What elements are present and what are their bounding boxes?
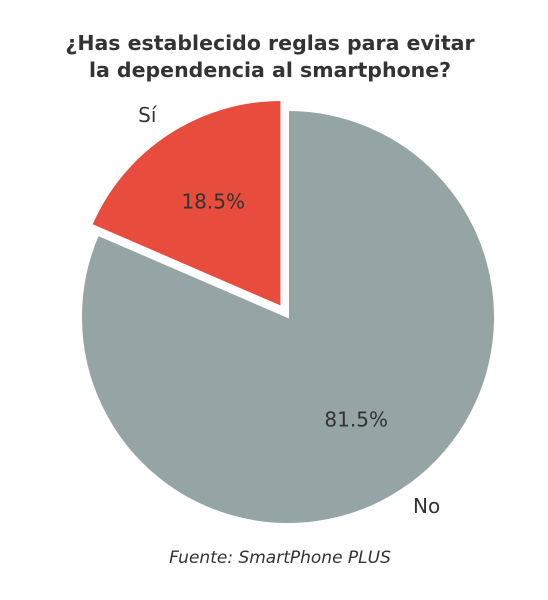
pie-category-label-si: Sí [138, 103, 158, 127]
chart-source: Fuente: SmartPhone PLUS [169, 548, 391, 568]
pie-slice-si [90, 98, 283, 309]
pie-labels: 18.5% Sí 81.5% No [138, 103, 440, 518]
chart-title-line-2: la dependencia al smartphone? [88, 58, 452, 82]
pie-slices [80, 98, 496, 525]
pie-value-label-no: 81.5% [324, 407, 388, 431]
chart-title-line-1: ¿Has establecido reglas para evitar [65, 31, 475, 55]
pie-slice-no [80, 108, 496, 525]
pie-category-label-no: No [413, 494, 440, 518]
pie-value-label-si: 18.5% [181, 190, 245, 214]
chart-title: ¿Has establecido reglas para evitar la d… [0, 30, 540, 84]
